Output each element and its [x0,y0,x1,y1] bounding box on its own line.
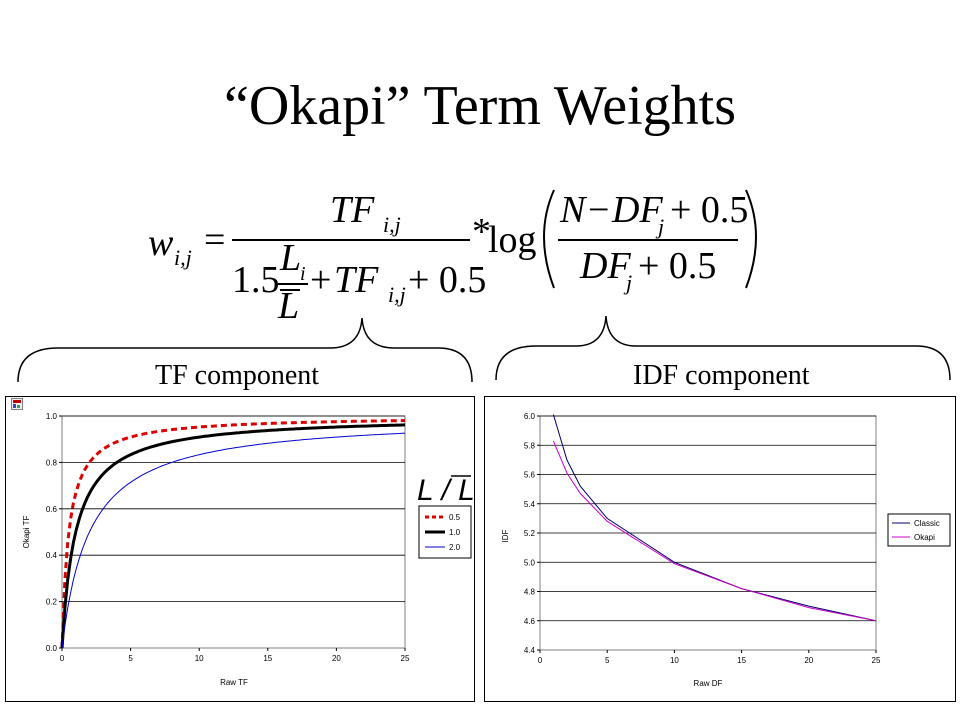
y-tick-label: 5.8 [524,441,536,450]
x-tick-label: 25 [401,654,410,663]
x-tick-label: 15 [737,656,746,665]
formula-den-L-sub: i [300,263,306,285]
y-tick-label: 4.6 [524,617,536,626]
series-line-1-0 [60,423,406,649]
formula-den-L: L [279,237,301,279]
y-tick-label: 4.4 [524,646,536,655]
y-tick-label: 0.6 [46,505,58,514]
x-tick-label: 15 [263,654,272,663]
tf-chart-ylabel: Okapi TF [22,516,31,549]
x-tick-label: 0 [538,656,543,665]
formula-den-Lbar: L [277,285,299,320]
x-tick-label: 20 [332,654,341,663]
formula-idf-den-df: DF [579,245,631,287]
y-tick-label: 5.4 [524,500,536,509]
x-tick-label: 25 [872,656,881,665]
formula-idf-N: N [559,189,588,231]
tf-chart: 0.0 0.2 0.4 0.6 0.8 1.0 0 5 10 15 20 25 Raw TF Oka… [5,396,475,702]
tf-chart-xlabel: Raw TF [220,678,248,687]
x-tick-label: 5 [605,656,610,665]
idf-chart: 4.4 4.6 4.8 5.0 5.2 5.4 5.6 5.8 6.0 0 5 10 15 20 25 R… [484,396,956,702]
formula-num-tf: TF [330,189,375,231]
y-tick-label: 6.0 [524,412,536,421]
formula-equals: = [204,219,225,261]
tf-legend-title: L / L [417,474,475,507]
formula-den-plus1: + [310,259,331,301]
formula-idf-num-tail: + 0.5 [670,189,748,231]
legend-label: 0.5 [449,513,461,522]
y-tick-label: 0.0 [46,644,58,653]
y-tick-label: 0.8 [46,458,58,467]
legend-label: Okapi [914,533,935,542]
formula-idf-df: DF [611,189,663,231]
formula-den-tf-sub: i,j [388,282,406,307]
formula-log: log [488,219,537,261]
y-tick-label: 5.0 [524,558,536,567]
legend-label: Classic [914,519,940,528]
formula-den-tf: TF [334,259,379,301]
tf-brace [17,317,473,383]
tf-component-label: TF component [155,360,320,391]
tf-plot-area [61,415,406,649]
formula-w-sub: i,j [174,245,192,270]
formula-w: w [148,222,174,264]
idf-legend [887,513,951,547]
y-tick-label: 0.4 [46,551,58,560]
slide-title: “Okapi” Term Weights [223,75,737,137]
x-tick-label: 10 [670,656,679,665]
series-line-okapi [552,440,877,622]
left-paren [543,189,555,289]
y-tick-label: 5.2 [524,529,536,538]
idf-chart-ylabel: IDF [501,529,510,542]
y-tick-label: 0.2 [46,598,58,607]
y-tick-label: 4.8 [524,588,536,597]
series-line-2-0 [61,432,406,649]
component-braces [17,315,951,383]
series-line-classic [552,414,877,622]
y-tick-label: 1.0 [46,412,58,421]
right-paren [745,189,757,289]
formula-den-plus2: + 0.5 [408,259,486,301]
series-line-0-5 [60,419,406,649]
x-tick-label: 0 [60,654,65,663]
chart-object-icon[interactable] [11,398,23,410]
idf-chart-xlabel: Raw DF [694,679,723,688]
legend-label: 1.0 [449,528,461,537]
idf-component-label: IDF component [633,360,810,391]
legend-label: 2.0 [449,543,461,552]
formula-idf-minus: − [588,189,609,231]
formula-idf-den-df-sub: j [623,270,632,295]
okapi-formula: w i,j = TF i,j 1.5 L i L + TF i,j + 0.5 … [148,189,757,320]
y-tick-label: 5.6 [524,471,536,480]
x-tick-label: 10 [195,654,204,663]
x-tick-label: 5 [128,654,133,663]
idf-brace [495,315,951,381]
formula-times: * [472,211,491,253]
x-tick-label: 20 [804,656,813,665]
formula-den-const: 1.5 [232,259,280,301]
formula-idf-df-sub: j [655,214,664,239]
formula-idf-den-tail: + 0.5 [638,245,716,287]
formula-num-tf-sub: i,j [383,212,401,237]
